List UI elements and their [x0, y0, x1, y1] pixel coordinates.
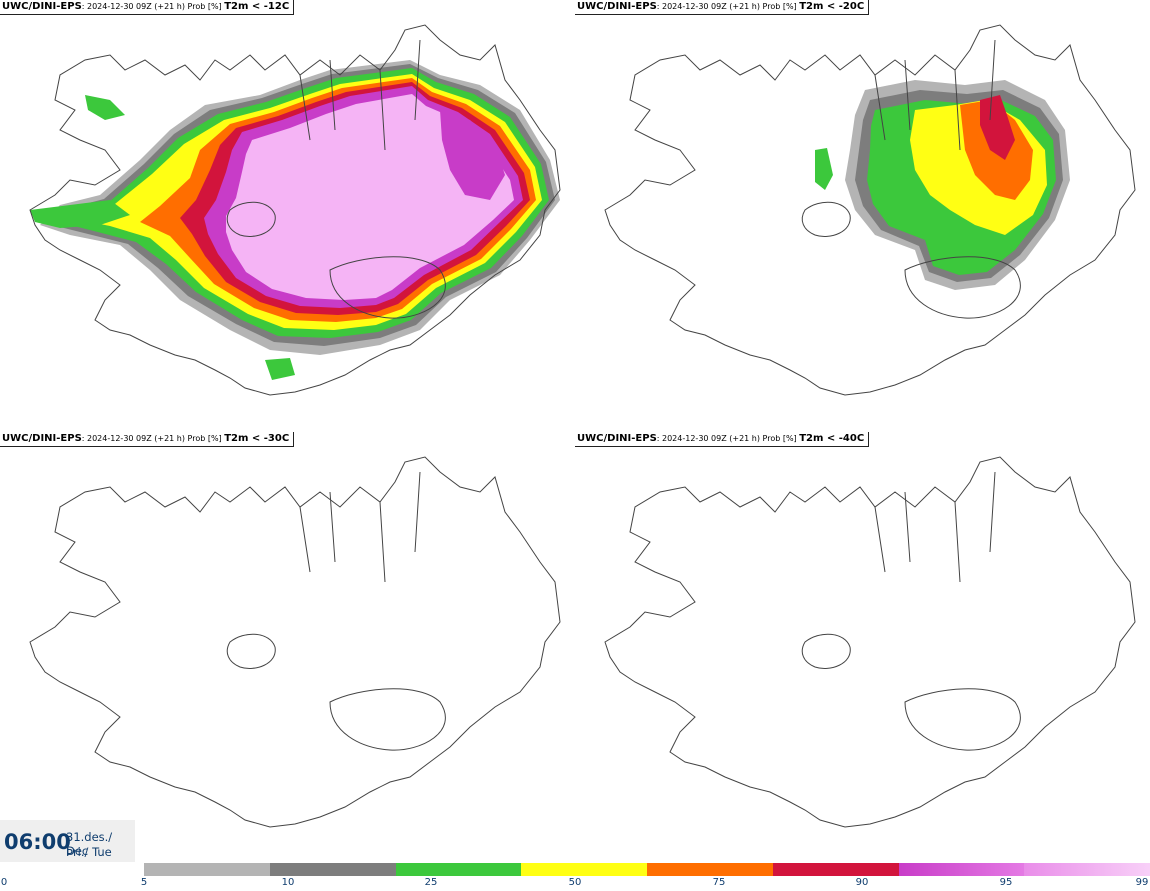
glacier-outline — [801, 633, 851, 669]
coastline-outline — [29, 456, 561, 828]
prob-purple-patch — [440, 110, 505, 200]
colorbar-tick: 95 — [999, 877, 1013, 888]
map-panel-t2m-minus-30: UWC/DINI-EPS: 2024-12-30 09Z (+21 h) Pro… — [0, 432, 575, 864]
glacier-outline — [904, 256, 1021, 319]
panel-title: UWC/DINI-EPS: 2024-12-30 09Z (+21 h) Pro… — [575, 432, 870, 447]
fjord-line — [299, 39, 421, 151]
prob-pink — [226, 94, 514, 300]
run-info: : 2024-12-30 09Z (+21 h) Prob [%] — [656, 2, 800, 11]
coastline — [604, 456, 1136, 828]
coastline-outline — [604, 456, 1136, 828]
model-name: UWC/DINI-EPS — [577, 1, 657, 12]
colorbar-segment-10-25 — [269, 863, 396, 876]
panel-title: UWC/DINI-EPS: 2024-12-30 09Z (+21 h) Pro… — [575, 0, 870, 15]
colorbar-tick: 75 — [712, 877, 726, 888]
model-name: UWC/DINI-EPS — [577, 433, 657, 444]
colorbar-tick: 25 — [424, 877, 438, 888]
run-info: : 2024-12-30 09Z (+21 h) Prob [%] — [81, 2, 225, 11]
iceland-map — [29, 24, 561, 396]
colorbar-segment-95-99 — [898, 863, 1025, 876]
colorbar-segment-50-75 — [521, 863, 647, 876]
colorbar-tick: 0 — [0, 877, 8, 888]
valid-time-box: 06:00 31.des./ Dec Þri./ Tue — [0, 820, 135, 862]
threshold-label: T2m < -20C — [799, 1, 865, 12]
threshold-label: T2m < -40C — [799, 433, 865, 444]
valid-date: 31.des./ Dec — [66, 830, 113, 858]
colorbar-tick: 50 — [568, 877, 582, 888]
colorbar-segment-90-95 — [772, 863, 899, 876]
prob-green-west — [815, 148, 833, 190]
prob-green-south — [265, 358, 295, 380]
probability-field — [815, 80, 1070, 290]
colorbar-segment-5-10 — [144, 863, 270, 876]
coastline — [604, 24, 1136, 396]
colorbar-segment-75-90 — [647, 863, 773, 876]
glacier-outline — [329, 688, 446, 751]
fjord-line — [299, 471, 421, 583]
valid-hour: 06:00 — [4, 830, 71, 854]
glacier-outline — [226, 201, 276, 237]
coastline-outline — [29, 24, 561, 396]
map-panel-t2m-minus-12: UWC/DINI-EPS: 2024-12-30 09Z (+21 h) Pro… — [0, 0, 575, 432]
colorbar-tick: 10 — [281, 877, 295, 888]
colorbar-segment-25-50 — [395, 863, 522, 876]
model-name: UWC/DINI-EPS — [2, 433, 82, 444]
map-panel-t2m-minus-20: UWC/DINI-EPS: 2024-12-30 09Z (+21 h) Pro… — [575, 0, 1150, 432]
glacier-outline — [904, 688, 1021, 751]
coastline — [29, 24, 561, 396]
panel-title: UWC/DINI-EPS: 2024-12-30 09Z (+21 h) Pro… — [0, 0, 295, 15]
glacier-outline — [329, 256, 446, 319]
model-name: UWC/DINI-EPS — [2, 1, 82, 12]
prob-green-west — [30, 200, 130, 228]
iceland-map — [604, 456, 1136, 828]
panel-title: UWC/DINI-EPS: 2024-12-30 09Z (+21 h) Pro… — [0, 432, 295, 447]
iceland-map — [604, 24, 1136, 396]
colorbar-tick: 5 — [140, 877, 148, 888]
map-panel-t2m-minus-40: UWC/DINI-EPS: 2024-12-30 09Z (+21 h) Pro… — [575, 432, 1150, 864]
colorbar-tick: 90 — [855, 877, 869, 888]
prob-green-nw — [85, 95, 125, 120]
fjord-line — [874, 471, 996, 583]
probability-field — [30, 60, 560, 380]
glacier-outline — [801, 201, 851, 237]
fjord-line — [874, 39, 996, 151]
colorbar — [144, 863, 1150, 876]
threshold-label: T2m < -30C — [224, 433, 290, 444]
prob-red — [980, 95, 1015, 160]
iceland-map — [29, 456, 561, 828]
run-info: : 2024-12-30 09Z (+21 h) Prob [%] — [656, 434, 800, 443]
coastline-outline — [604, 24, 1136, 396]
threshold-label: T2m < -12C — [224, 1, 290, 12]
valid-weekday: Þri./ Tue — [66, 845, 112, 859]
colorbar-tick: 99 — [1135, 877, 1149, 888]
glacier-outline — [226, 633, 276, 669]
coastline — [29, 456, 561, 828]
colorbar-segment-99-100 — [1024, 863, 1150, 876]
run-info: : 2024-12-30 09Z (+21 h) Prob [%] — [81, 434, 225, 443]
